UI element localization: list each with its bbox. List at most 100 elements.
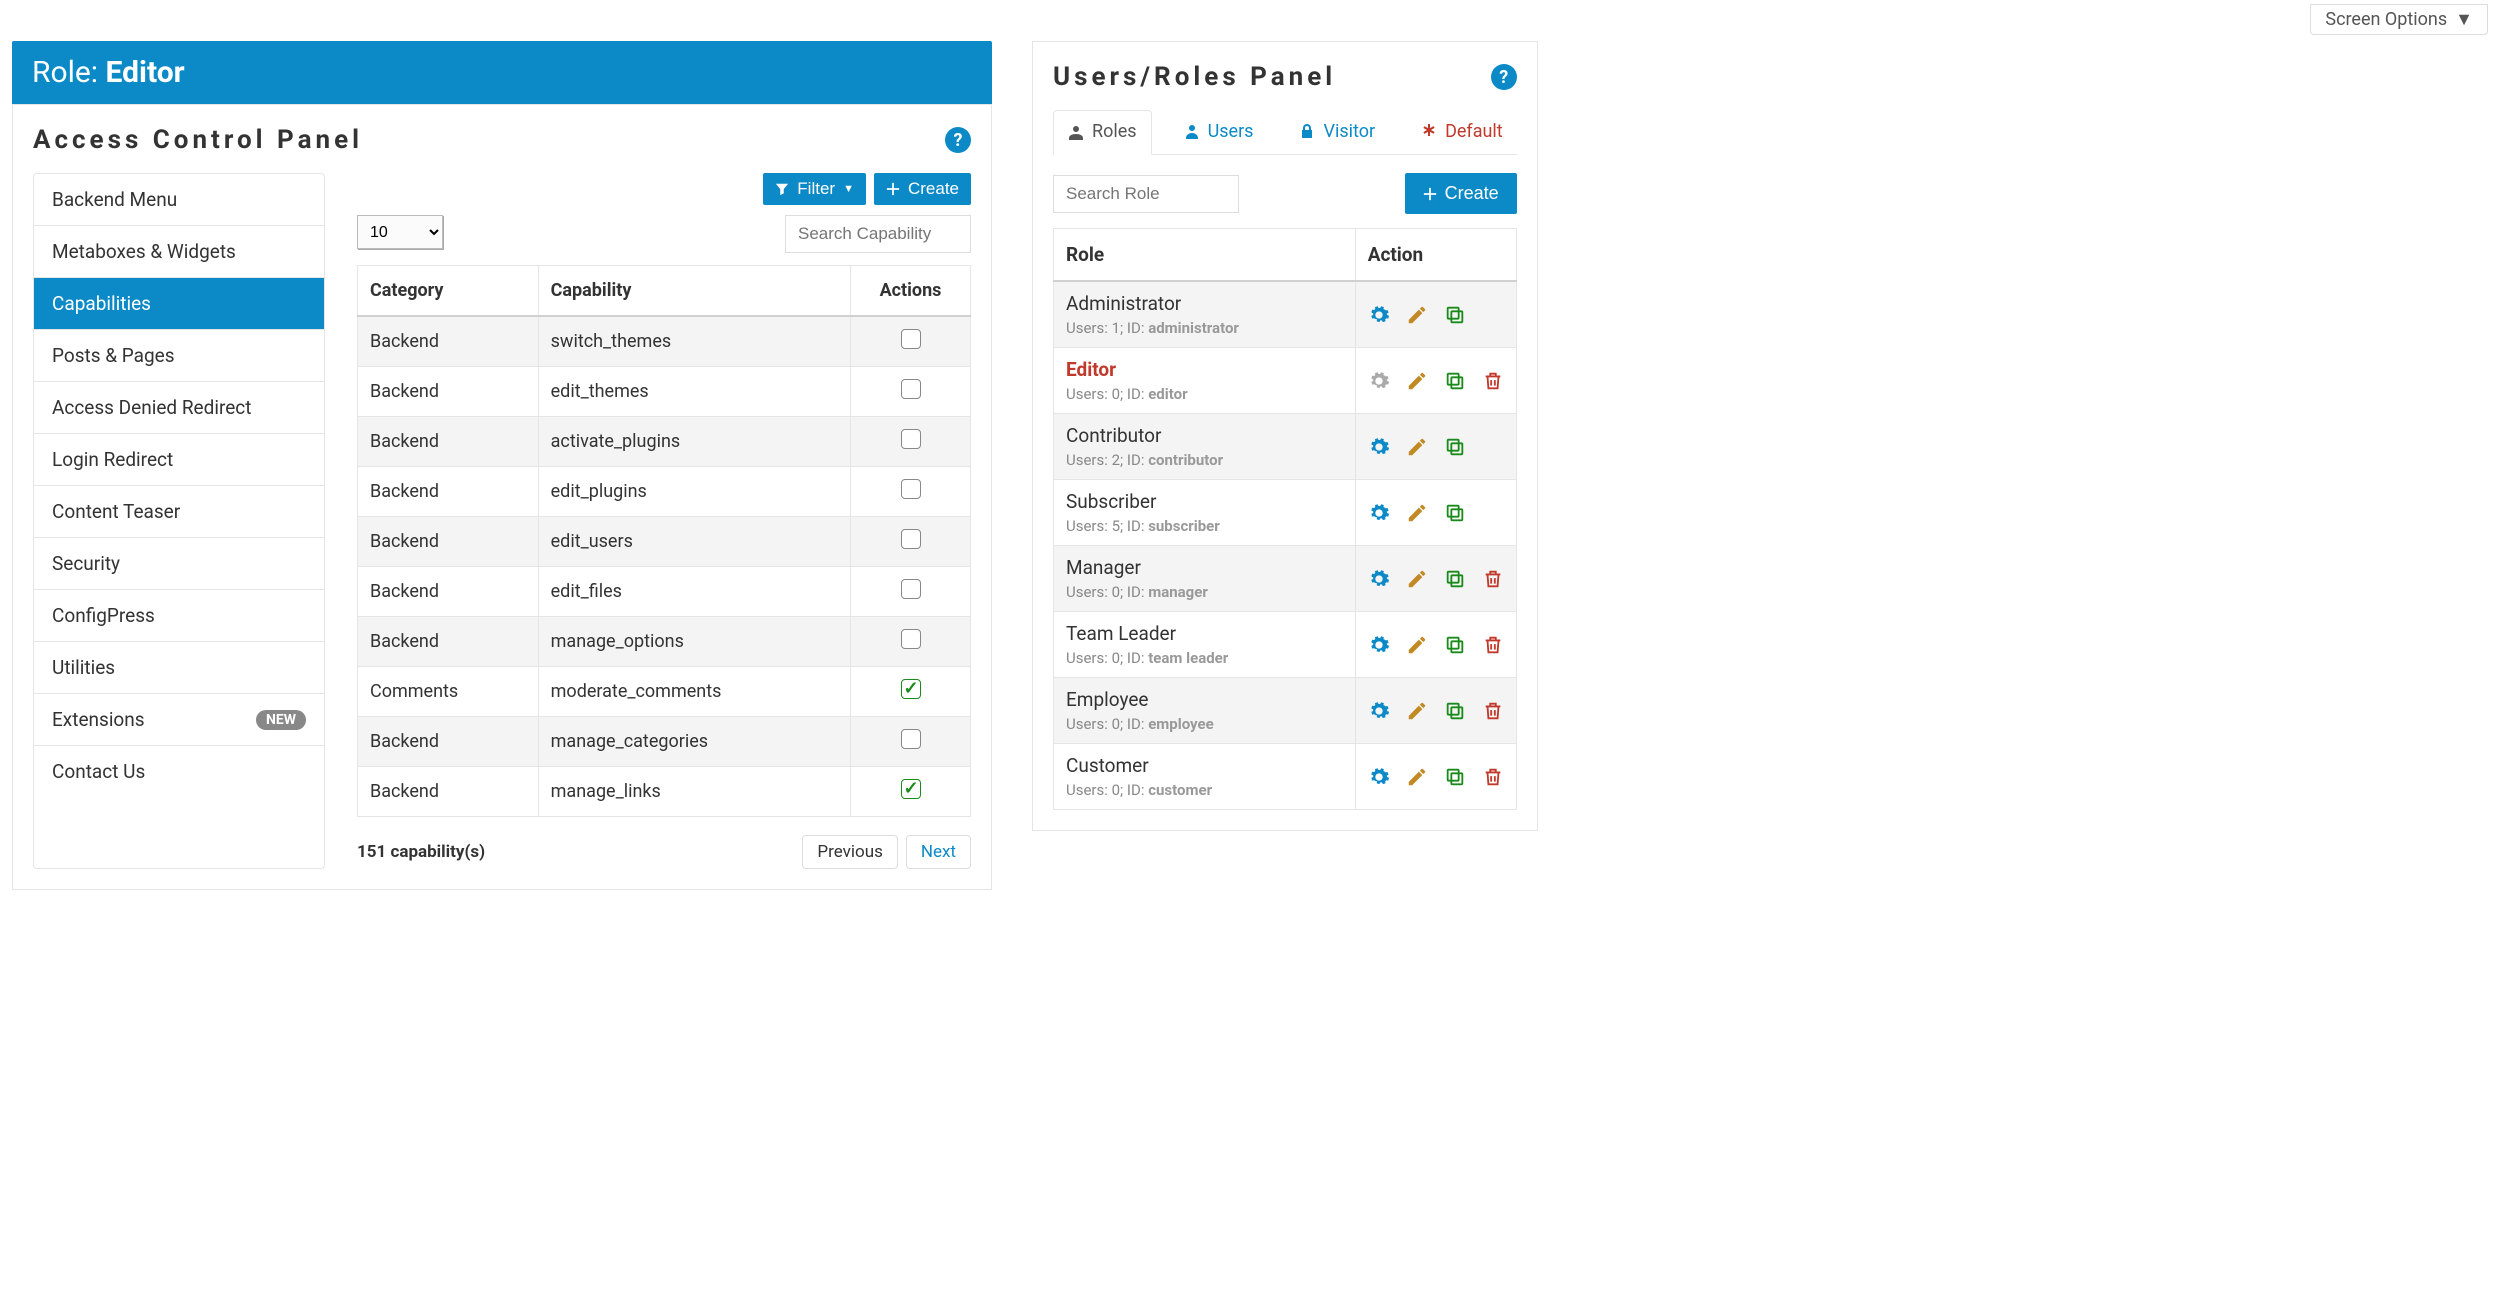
previous-button[interactable]: Previous [802,835,897,869]
clone-icon[interactable] [1444,436,1466,458]
capability-checkbox[interactable] [901,329,921,349]
capability-checkbox[interactable] [901,429,921,449]
capability-checkbox[interactable] [901,629,921,649]
sidebar-item-label: Utilities [52,656,115,679]
clone-icon[interactable] [1444,634,1466,656]
edit-icon[interactable] [1406,370,1428,392]
col-action: Action [1355,229,1516,282]
filter-icon [775,182,789,196]
cell-capability: switch_themes [538,316,850,367]
user-icon [1184,123,1200,139]
create-capability-button[interactable]: Create [874,173,971,205]
sidebar-item[interactable]: Security [34,538,324,590]
edit-icon[interactable] [1406,568,1428,590]
delete-icon[interactable] [1482,700,1504,722]
edit-icon[interactable] [1406,700,1428,722]
sidebar-item[interactable]: Contact Us [34,746,324,797]
title-bar: Role: Editor [12,41,992,104]
cell-category: Backend [358,617,539,667]
capability-checkbox[interactable] [901,379,921,399]
role-meta: Users: 0; ID: editor [1066,385,1343,403]
capability-checkbox[interactable] [901,779,921,799]
create-role-button[interactable]: Create [1405,173,1517,214]
role-name[interactable]: Customer [1066,754,1343,777]
manage-icon[interactable] [1368,436,1390,458]
role-name[interactable]: Subscriber [1066,490,1343,513]
clone-icon[interactable] [1444,304,1466,326]
col-category: Category [358,266,539,317]
roles-table: Role Action AdministratorUsers: 1; ID: a… [1053,228,1517,810]
capability-checkbox[interactable] [901,579,921,599]
title-role-label: Role: [32,55,98,90]
sidebar-item-label: Capabilities [52,292,151,315]
sidebar-menu: Backend Menu Metaboxes & Widgets Capabilit… [33,173,325,869]
clone-icon[interactable] [1444,568,1466,590]
sidebar-item[interactable]: Login Redirect [34,434,324,486]
manage-icon[interactable] [1368,568,1390,590]
role-name[interactable]: Contributor [1066,424,1343,447]
help-icon[interactable]: ? [1491,64,1517,90]
clone-icon[interactable] [1444,766,1466,788]
tab-roles[interactable]: Roles [1053,110,1152,155]
filter-button[interactable]: Filter ▼ [763,173,866,205]
cell-category: Backend [358,767,539,817]
manage-icon[interactable] [1368,634,1390,656]
cell-category: Backend [358,467,539,517]
search-capability-input[interactable] [785,215,971,253]
page-size-select[interactable]: 10 [357,215,443,249]
table-row: Backendmanage_options [358,617,971,667]
edit-icon[interactable] [1406,502,1428,524]
role-row: Team LeaderUsers: 0; ID: team leader [1054,612,1517,678]
sidebar-item[interactable]: Posts & Pages [34,330,324,382]
manage-icon[interactable] [1368,502,1390,524]
capability-checkbox[interactable] [901,529,921,549]
delete-icon[interactable] [1482,766,1504,788]
delete-icon[interactable] [1482,568,1504,590]
clone-icon[interactable] [1444,370,1466,392]
sidebar-item-label: Metaboxes & Widgets [52,240,236,263]
title-role-name: Editor [106,55,185,90]
edit-icon[interactable] [1406,436,1428,458]
search-role-input[interactable] [1053,175,1239,213]
plus-icon [886,182,900,196]
sidebar-item[interactable]: Metaboxes & Widgets [34,226,324,278]
role-name[interactable]: Manager [1066,556,1343,579]
cell-capability: manage_options [538,617,850,667]
table-row: Backendactivate_plugins [358,417,971,467]
edit-icon[interactable] [1406,634,1428,656]
delete-icon[interactable] [1482,370,1504,392]
help-icon[interactable]: ? [945,127,971,153]
clone-icon[interactable] [1444,502,1466,524]
role-name[interactable]: Editor [1066,358,1343,381]
manage-icon[interactable] [1368,304,1390,326]
next-button[interactable]: Next [906,835,971,869]
capability-checkbox[interactable] [901,729,921,749]
role-name[interactable]: Employee [1066,688,1343,711]
table-row: Backendswitch_themes [358,316,971,367]
manage-icon[interactable] [1368,700,1390,722]
capability-checkbox[interactable] [901,679,921,699]
cell-category: Backend [358,717,539,767]
edit-icon[interactable] [1406,304,1428,326]
role-name[interactable]: Administrator [1066,292,1343,315]
edit-icon[interactable] [1406,766,1428,788]
manage-icon[interactable] [1368,766,1390,788]
sidebar-item[interactable]: ConfigPress [34,590,324,642]
clone-icon[interactable] [1444,700,1466,722]
sidebar-item[interactable]: Content Teaser [34,486,324,538]
cell-category: Comments [358,667,539,717]
screen-options-button[interactable]: Screen Options ▼ [2310,4,2488,35]
role-name[interactable]: Team Leader [1066,622,1343,645]
sidebar-item[interactable]: Utilities [34,642,324,694]
tab-default[interactable]: Default [1407,110,1517,154]
delete-icon[interactable] [1482,634,1504,656]
sidebar-item[interactable]: Backend Menu [34,174,324,226]
capability-checkbox[interactable] [901,479,921,499]
sidebar-item[interactable]: Capabilities [34,278,324,330]
cell-capability: manage_links [538,767,850,817]
filter-button-label: Filter [797,179,835,199]
sidebar-item[interactable]: Access Denied Redirect [34,382,324,434]
tab-users[interactable]: Users [1170,110,1268,154]
tab-visitor[interactable]: Visitor [1285,110,1389,154]
sidebar-item[interactable]: ExtensionsNEW [34,694,324,746]
